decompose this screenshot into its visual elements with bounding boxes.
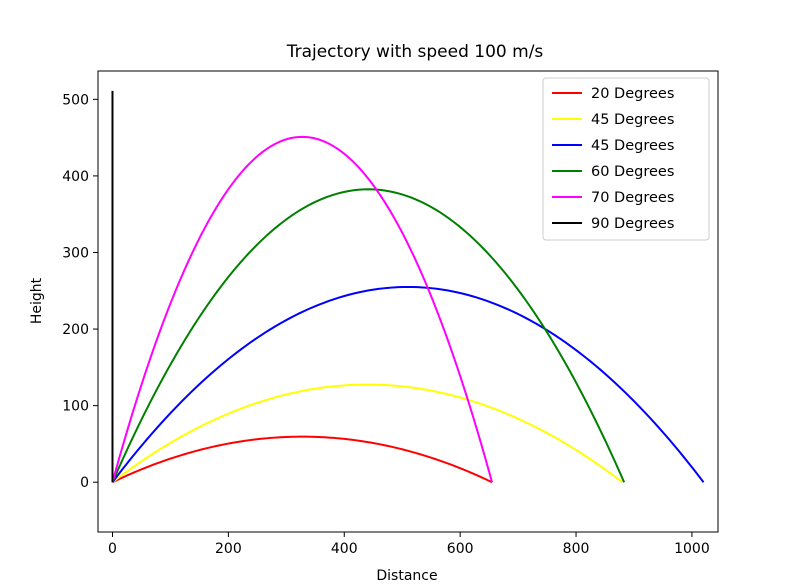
legend-label-6: 90 Degrees — [591, 216, 674, 232]
x-tick-label: 800 — [563, 541, 590, 557]
axes-frame — [97, 70, 719, 533]
x-tick-label: 0 — [108, 541, 117, 557]
x-tick-label: 200 — [215, 541, 242, 557]
y-axis-label: Height — [29, 277, 45, 324]
series-line-5 — [111, 135, 493, 483]
y-tick-label: 300 — [62, 245, 89, 261]
x-tick-label: 600 — [447, 541, 474, 557]
y-tick-label: 100 — [62, 399, 89, 415]
y-tick-label: 500 — [62, 92, 89, 108]
x-tick-label: 400 — [331, 541, 358, 557]
y-tick-label: 400 — [62, 169, 89, 185]
series-line-4 — [111, 188, 626, 483]
legend-label-2: 45 Degrees — [591, 112, 674, 128]
legend-box — [542, 77, 710, 241]
x-axis-label: Distance — [376, 568, 437, 584]
legend-label-3: 45 Degrees — [591, 138, 674, 154]
legend-label-5: 70 Degrees — [591, 190, 674, 206]
plot-area: 0 200 400 600 800 1000 0 100 200 300 400 500 20 Degr… — [62, 70, 719, 557]
series-line-1 — [112, 435, 493, 484]
x-tick-label: 1000 — [674, 541, 710, 557]
series-line-2 — [111, 383, 623, 484]
y-tick-label: 200 — [62, 322, 89, 338]
chart-title: Trajectory with speed 100 m/s — [286, 42, 544, 62]
legend-label-1: 20 Degrees — [591, 86, 674, 102]
series-line-3 — [111, 285, 705, 483]
y-tick-label: 0 — [80, 475, 89, 491]
legend-label-4: 60 Degrees — [591, 164, 674, 180]
